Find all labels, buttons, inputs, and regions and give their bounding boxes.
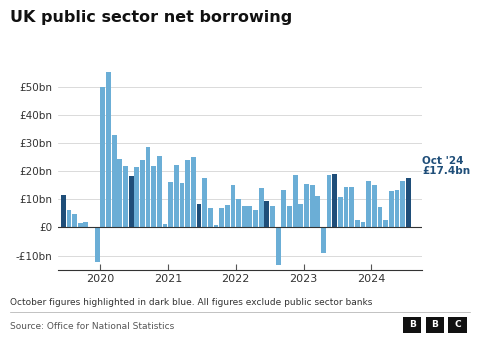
Bar <box>248 206 252 227</box>
Bar <box>129 176 133 227</box>
Bar <box>95 227 99 262</box>
Bar <box>174 165 179 227</box>
Bar <box>100 87 105 227</box>
Bar <box>140 160 145 227</box>
Text: Oct '24: Oct '24 <box>422 156 464 166</box>
Bar <box>191 157 196 227</box>
Bar <box>197 204 202 227</box>
Bar <box>264 201 269 227</box>
Text: B: B <box>409 320 416 329</box>
Bar <box>360 222 365 227</box>
Bar <box>287 206 292 227</box>
Bar <box>327 175 332 227</box>
Bar <box>151 166 156 227</box>
Bar <box>225 205 229 227</box>
Bar <box>315 196 320 227</box>
Bar <box>123 166 128 227</box>
Bar <box>236 199 241 227</box>
Bar <box>400 181 405 227</box>
Bar <box>395 190 399 227</box>
Bar <box>214 224 218 227</box>
Text: C: C <box>454 320 461 329</box>
Bar <box>366 181 371 227</box>
Bar <box>321 227 326 253</box>
Bar <box>253 210 258 227</box>
Bar <box>355 220 360 227</box>
Bar <box>89 227 94 228</box>
Bar <box>338 197 343 227</box>
Bar <box>168 182 173 227</box>
Bar <box>276 227 281 265</box>
Bar <box>84 222 88 227</box>
Bar <box>299 204 303 227</box>
Bar <box>310 185 314 227</box>
Bar <box>242 206 247 227</box>
Bar <box>281 190 286 227</box>
Bar <box>134 167 139 227</box>
Bar <box>372 185 377 227</box>
Text: £17.4bn: £17.4bn <box>422 166 470 176</box>
Bar <box>72 214 77 227</box>
Bar <box>202 178 207 227</box>
Bar <box>344 187 348 227</box>
Bar <box>146 147 151 227</box>
Bar <box>304 184 309 227</box>
Text: UK public sector net borrowing: UK public sector net borrowing <box>10 10 292 25</box>
Bar <box>293 175 298 227</box>
Bar <box>112 135 117 227</box>
Bar <box>259 188 264 227</box>
Bar <box>349 187 354 227</box>
Bar <box>219 208 224 227</box>
Text: B: B <box>432 320 438 329</box>
Bar <box>67 210 72 227</box>
Bar <box>106 72 111 227</box>
Bar <box>185 160 190 227</box>
Bar <box>406 178 411 227</box>
Bar <box>383 220 388 227</box>
Bar <box>208 208 213 227</box>
Bar <box>332 174 337 227</box>
Bar <box>118 159 122 227</box>
Bar <box>378 207 383 227</box>
Bar <box>270 206 275 227</box>
Bar <box>157 156 162 227</box>
Bar <box>389 191 394 227</box>
Text: October figures highlighted in dark blue. All figures exclude public sector bank: October figures highlighted in dark blue… <box>10 298 372 307</box>
Bar <box>163 224 168 227</box>
Text: Source: Office for National Statistics: Source: Office for National Statistics <box>10 322 174 331</box>
Bar <box>180 183 184 227</box>
Bar <box>78 223 83 227</box>
Bar <box>61 195 66 227</box>
Bar <box>230 185 235 227</box>
